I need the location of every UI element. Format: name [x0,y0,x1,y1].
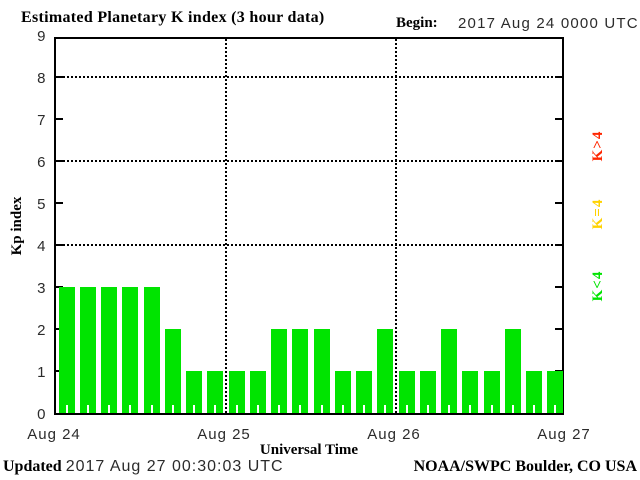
y-tick-right [555,202,562,204]
y-tick-label: 6 [37,154,46,171]
gridline-kp-6 [60,160,560,162]
y-tick-label: 8 [37,70,46,87]
hour-tick [193,405,196,413]
kp-bar [334,371,351,413]
y-tick-right [555,244,562,246]
y-tick-right [555,118,562,120]
updated-label: Updated [3,458,62,475]
x-day-label: Aug 26 [367,426,421,443]
kp-bar [143,287,160,413]
credit-text: NOAA/SWPC Boulder, CO USA [413,458,637,475]
hour-tick [320,405,323,413]
y-tick-label: 3 [37,280,46,297]
x-axis-title: Universal Time [259,442,359,458]
kp-bar [483,371,500,413]
hour-tick [426,405,429,413]
y-tick-left [56,202,63,204]
y-tick-right [555,328,562,330]
kp-bar [419,371,436,413]
hour-tick [86,405,89,413]
begin-value: 2017 Aug 24 0000 UTC [458,15,639,32]
gridline-kp-8 [60,76,560,78]
begin-label: Begin: [396,15,438,31]
updated-value: 2017 Aug 27 00:30:03 UTC [65,458,284,475]
kp-bar [101,287,118,413]
hour-tick [511,405,514,413]
hour-tick [448,405,451,413]
kp-bar [313,329,330,413]
legend-item-K4: K=4 [590,198,606,230]
hour-tick [299,405,302,413]
updated-line: Updated 2017 Aug 27 00:30:03 UTC [3,458,284,476]
kp-bar [547,371,564,413]
y-tick-label: 1 [37,364,46,381]
hour-tick [150,405,153,413]
x-day-label: Aug 24 [27,426,81,443]
hour-tick [108,405,111,413]
kp-bar [526,371,543,413]
kp-bar [271,329,288,413]
y-tick-left [56,76,63,78]
kp-bar [249,371,266,413]
kp-bar [441,329,458,413]
kp-bar [122,287,139,413]
hour-tick [171,405,174,413]
kp-bar [228,371,245,413]
hour-tick [554,405,557,413]
hour-tick [405,405,408,413]
y-tick-label: 5 [37,196,46,213]
hour-tick [65,405,68,413]
y-tick-right [555,286,562,288]
y-tick-right [555,76,562,78]
y-tick-label: 9 [37,28,46,45]
kp-bar [377,329,394,413]
hour-tick [129,405,132,413]
kp-bar [398,371,415,413]
day-boundary-line [395,39,397,413]
plot-area [54,37,564,415]
hour-tick [384,405,387,413]
y-tick-label: 4 [37,238,46,255]
x-day-label: Aug 27 [537,426,591,443]
legend-item-K4: K<4 [590,270,606,302]
chart-title: Estimated Planetary K index (3 hour data… [21,9,325,26]
y-tick-left [56,244,63,246]
hour-tick [235,405,238,413]
kp-bar [504,329,521,413]
kp-bar [79,287,96,413]
y-tick-right [555,160,562,162]
hour-tick [490,405,493,413]
kp-bar [186,371,203,413]
y-tick-label: 2 [37,322,46,339]
y-tick-label: 7 [37,112,46,129]
y-tick-label: 0 [37,406,46,423]
y-tick-left [56,160,63,162]
kp-bar [462,371,479,413]
gridline-kp-4 [60,244,560,246]
hour-tick [256,405,259,413]
kp-bar [356,371,373,413]
hour-tick [214,405,217,413]
y-tick-left [56,118,63,120]
kp-bar [292,329,309,413]
kp-bar [164,329,181,413]
day-boundary-line [225,39,227,413]
hour-tick [341,405,344,413]
hour-tick [363,405,366,413]
hour-tick [469,405,472,413]
kp-bar [58,287,75,413]
hour-tick [533,405,536,413]
kp-bar [207,371,224,413]
x-day-label: Aug 25 [197,426,251,443]
hour-tick [278,405,281,413]
